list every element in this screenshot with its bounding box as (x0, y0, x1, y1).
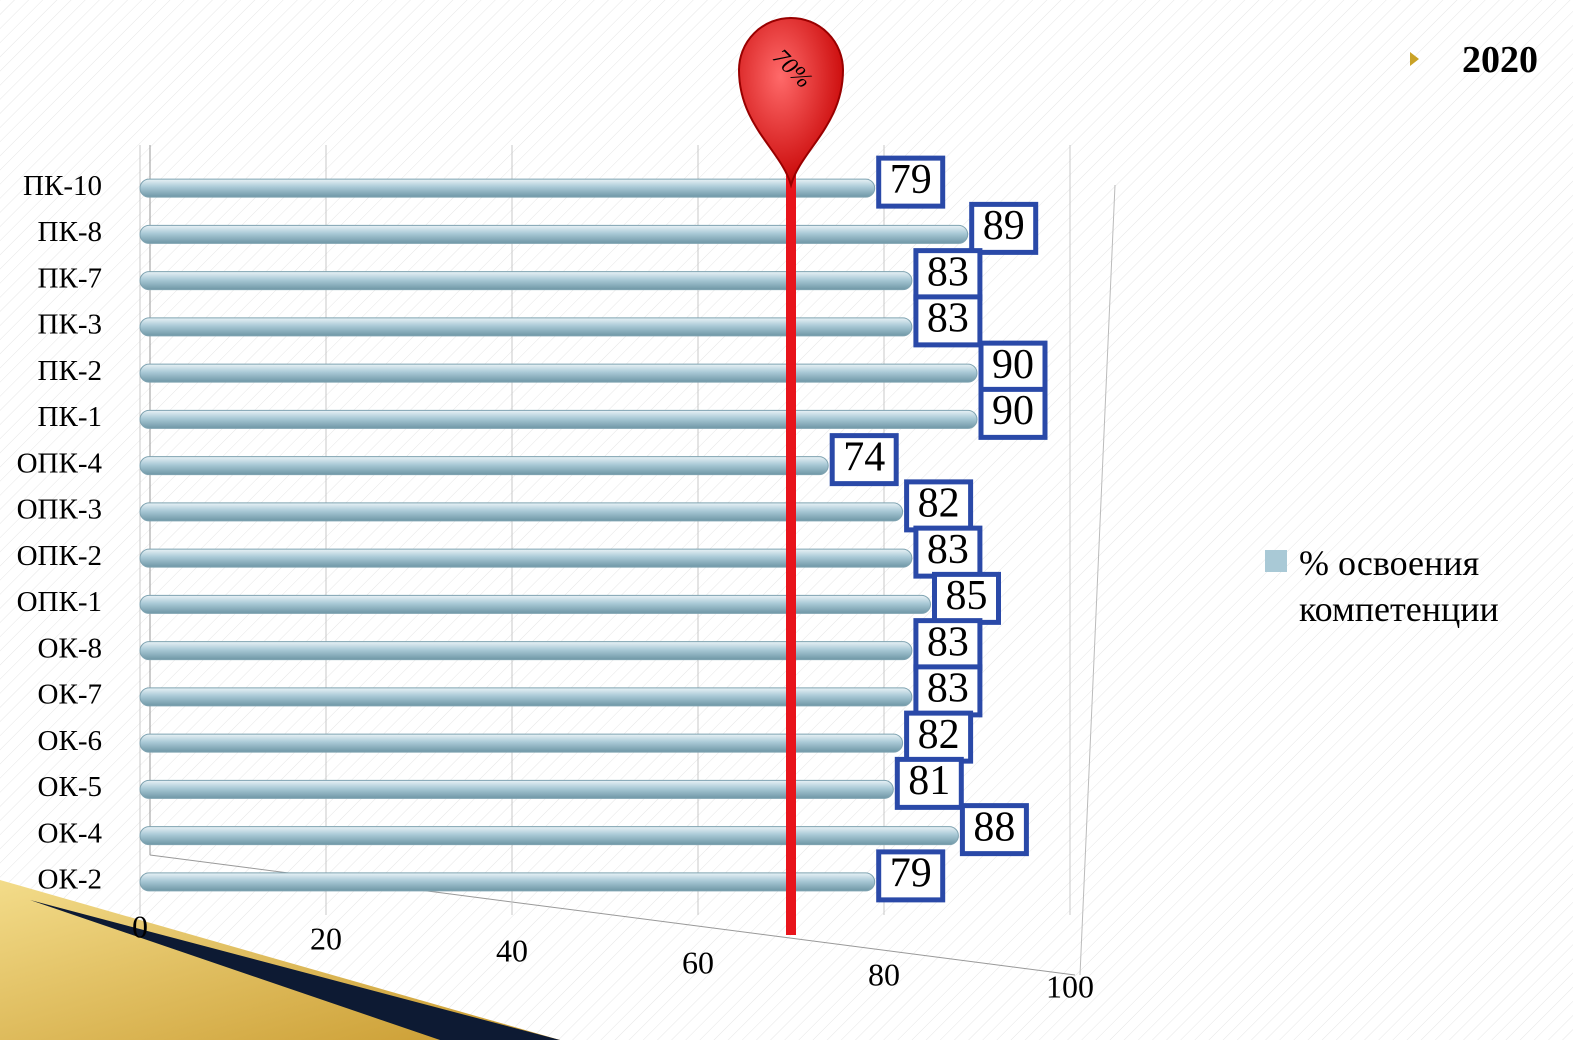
y-tick-label: ОПК-3 (17, 494, 102, 526)
x-tick-label: 40 (496, 932, 528, 968)
y-tick-label: ПК-10 (23, 170, 102, 202)
value-label-box (978, 340, 1048, 394)
bar (139, 826, 959, 846)
y-tick-label: ОПК-1 (17, 586, 102, 618)
bar (139, 548, 913, 568)
y-tick-label: ПК-2 (38, 355, 102, 387)
y-tick-label: ОК-4 (38, 817, 103, 849)
value-label-box (829, 433, 899, 487)
x-tick-label: 0 (132, 908, 148, 944)
value-label: 83 (927, 249, 969, 295)
bar (139, 733, 904, 753)
heading-text: 2020 (1462, 39, 1538, 81)
bar (139, 409, 978, 429)
y-tick-label: ПК-7 (38, 262, 102, 294)
value-label-box (978, 386, 1048, 440)
bar (139, 594, 931, 614)
y-tick-label: ОК-2 (38, 864, 102, 896)
threshold-pin (737, 17, 845, 189)
value-label-box (913, 248, 983, 302)
value-label: 88 (973, 804, 1015, 850)
value-label: 74 (843, 434, 885, 480)
y-tick-label: ПК-3 (38, 309, 102, 341)
x-tick-label: 20 (310, 920, 342, 956)
value-label-box (894, 756, 964, 810)
x-tick-label: 100 (1046, 968, 1094, 1004)
value-label-box (959, 803, 1029, 857)
y-tick-label: ОК-6 (38, 725, 102, 757)
value-label-box (969, 201, 1039, 255)
x-tick-label: 60 (682, 944, 714, 980)
bar (139, 872, 876, 892)
value-label: 81 (908, 758, 950, 804)
y-tick-label: ОК-7 (38, 679, 102, 711)
bar (139, 456, 829, 476)
value-label: 83 (927, 296, 969, 342)
value-label: 79 (890, 851, 932, 897)
value-label-box (904, 710, 974, 764)
value-label-box (913, 294, 983, 348)
bar (139, 641, 913, 661)
value-label: 83 (927, 619, 969, 665)
bar (139, 317, 913, 337)
y-tick-label: ОК-5 (38, 771, 102, 803)
wall-edge (1079, 184, 1116, 976)
bar (139, 363, 978, 383)
x-tick-label: 80 (868, 956, 900, 992)
value-label: 90 (992, 388, 1034, 434)
bar (139, 224, 969, 244)
bar (139, 271, 913, 291)
y-tick-label: ОПК-4 (17, 447, 103, 479)
decoration (30, 900, 560, 1040)
decoration (0, 880, 560, 1040)
bar (139, 502, 904, 522)
value-label: 85 (946, 573, 988, 619)
y-tick-label: ОК-8 (38, 632, 102, 664)
y-tick-label: ОПК-2 (17, 540, 102, 572)
bar (139, 178, 876, 198)
value-label: 90 (992, 342, 1034, 388)
value-label-box (876, 155, 946, 209)
y-tick-label: ПК-1 (38, 401, 102, 433)
value-label: 82 (918, 481, 960, 527)
bar (139, 687, 913, 707)
value-label: 82 (918, 712, 960, 758)
value-label: 83 (927, 527, 969, 573)
legend-swatch (1265, 550, 1287, 572)
bar (139, 779, 894, 799)
legend-label: % освоения компетенции (1299, 543, 1499, 629)
value-label: 79 (890, 157, 932, 203)
y-tick-label: ПК-8 (38, 216, 102, 248)
value-label: 89 (983, 203, 1025, 249)
value-label: 83 (927, 666, 969, 712)
value-label-box (876, 849, 946, 903)
